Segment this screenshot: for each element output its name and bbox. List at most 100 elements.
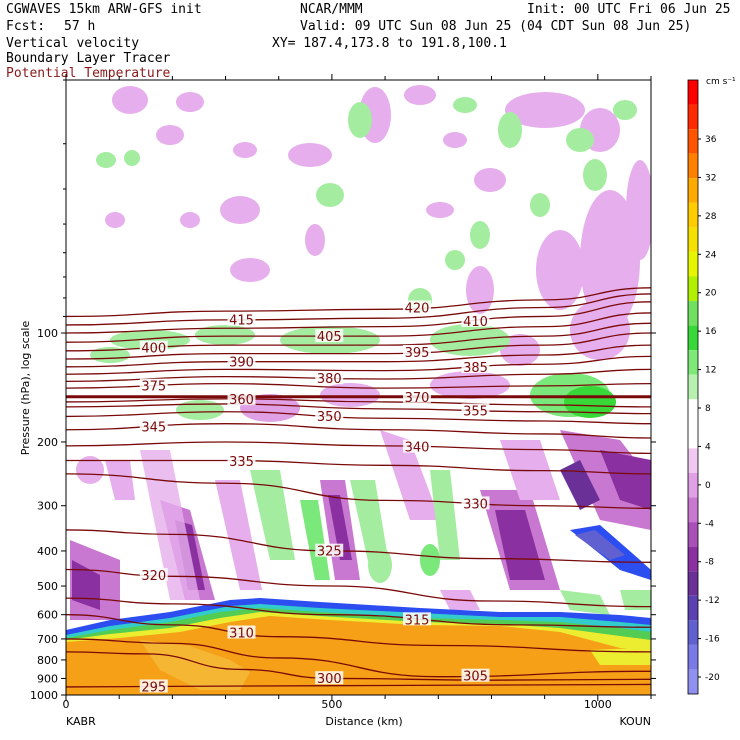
theta-contour-label: 340 — [405, 441, 430, 456]
theta-contour-label: 370 — [405, 391, 430, 406]
theta-contour-label: 400 — [141, 342, 166, 357]
colorbar-tick-label: 12 — [705, 366, 716, 376]
y-tick-label: 700 — [37, 633, 58, 646]
colorbar-swatch — [688, 644, 698, 670]
colorbar-unit: cm s⁻¹ — [706, 77, 736, 87]
theta-contour-330 — [66, 473, 651, 509]
theta-contour-label: 335 — [229, 455, 254, 470]
colorbar-swatch — [688, 374, 698, 400]
colorbar-swatch — [688, 104, 698, 130]
colorbar-tick-label: -20 — [705, 673, 720, 683]
colorbar-swatch — [688, 620, 698, 645]
y-tick-label: 500 — [37, 580, 58, 593]
colorbar-swatch — [688, 178, 698, 203]
colorbar-swatch — [688, 350, 698, 375]
colorbar-swatch — [688, 276, 698, 302]
theta-contour-label: 310 — [229, 627, 254, 642]
y-tick-label: 100 — [37, 327, 58, 340]
theta-contour-label: 300 — [317, 672, 342, 687]
theta-contour-label: 330 — [463, 497, 488, 512]
theta-contour-420 — [66, 287, 651, 318]
theta-contour-label: 305 — [463, 670, 488, 685]
org-label: NCAR/MMM — [300, 2, 363, 17]
colorbar-tick-label: 4 — [705, 442, 711, 452]
theta-contours — [66, 287, 651, 688]
theta-contour-360 — [66, 398, 651, 408]
theta-contour-395 — [66, 332, 651, 360]
theta-contour-label: 350 — [317, 410, 342, 425]
y-tick-label: 800 — [37, 654, 58, 667]
colorbar-tick-label: -8 — [705, 558, 714, 568]
theta-contour-label: 420 — [405, 301, 430, 316]
contour-label-bg — [403, 300, 431, 314]
field-potential-temperature: Potential Temperature — [6, 66, 171, 81]
colorbar-tick-label: 0 — [705, 481, 711, 491]
y-tick-label: 600 — [37, 609, 58, 622]
theta-contour-390 — [66, 344, 651, 368]
contour-label-bg — [139, 679, 168, 693]
colorbar-swatch — [688, 153, 698, 179]
x-axis-label: Distance (km) — [325, 715, 402, 728]
theta-contour-labels: 295 300 305 310 315 320 325 330 335 340 345 350 355 3… — [139, 300, 490, 695]
contour-label-bg — [403, 612, 431, 626]
colorbar-swatch — [688, 80, 698, 105]
y-axis: 100 200 300 400 500 600 700 800 900 1000 — [30, 79, 656, 702]
contour-label-bg — [227, 453, 256, 467]
forecast-label: Fcst: — [6, 19, 46, 34]
theta-contour-340 — [66, 441, 651, 455]
contour-label-bg — [461, 313, 490, 327]
theta-contour-385 — [66, 355, 651, 375]
theta-contour-label: 390 — [229, 356, 254, 371]
forecast-hour: 57 h — [64, 19, 96, 34]
theta-contour-label: 380 — [317, 372, 342, 387]
colorbar-tick-label: 32 — [705, 173, 716, 183]
theta-contour-label: 405 — [317, 330, 342, 345]
colorbar-swatch — [688, 522, 698, 547]
contour-label-bg — [315, 671, 344, 685]
colorbar-tick-label: 36 — [705, 135, 717, 145]
y-axis-label: Pressure (hPa), log scale — [19, 321, 32, 456]
theta-contour-355 — [66, 403, 651, 415]
contour-label-bg — [461, 496, 490, 510]
theta-contour-label: 385 — [463, 361, 488, 376]
y-tick-label: 200 — [37, 436, 58, 449]
colorbar-swatch — [688, 301, 698, 326]
contour-label-bg — [139, 378, 168, 392]
contour-label-bg — [315, 408, 344, 422]
theta-contour-335 — [66, 459, 651, 475]
contour-label-bg — [227, 354, 256, 368]
contour-label-bg — [315, 329, 344, 343]
vertical-velocity-field — [70, 85, 651, 620]
x-tick-label: 500 — [321, 698, 342, 711]
valid-time: Valid: 09 UTC Sun 08 Jun 25 (04 CDT Sun … — [300, 19, 692, 34]
colorbar-swatch — [688, 571, 698, 596]
colorbar-tick-label: 8 — [705, 404, 711, 414]
contour-label-bg — [315, 371, 344, 385]
colorbar-swatch — [688, 423, 698, 449]
colorbar-tick-label: -12 — [705, 596, 720, 606]
theta-contour-label: 375 — [141, 380, 166, 395]
theta-contour-label: 415 — [229, 314, 254, 329]
theta-contour-350 — [66, 411, 651, 425]
theta-contour-305 — [66, 638, 651, 678]
colorbar-swatch — [688, 251, 698, 277]
contour-label-bg — [461, 360, 490, 374]
start-station-label: KABR — [66, 715, 96, 728]
theta-contour-label: 320 — [141, 569, 166, 584]
theta-contour-310 — [66, 614, 651, 653]
colorbar-tick-label: 20 — [705, 289, 717, 299]
colorbar-swatch — [688, 325, 698, 351]
init-time: Init: 00 UTC Fri 06 Jun 25 — [527, 2, 731, 17]
theta-contour-405 — [66, 312, 651, 343]
theta-contour-label: 325 — [317, 545, 342, 560]
contour-label-bg — [227, 625, 256, 639]
contour-label-bg — [403, 389, 431, 403]
field-vertical-velocity: Vertical velocity — [6, 36, 140, 51]
theta-contour-label: 345 — [141, 420, 166, 435]
colorbar-swatch — [688, 595, 698, 621]
theta-contour-label: 295 — [141, 680, 166, 695]
colorbar-swatch — [688, 202, 698, 228]
contour-label-bg — [227, 392, 256, 406]
contour-label-bg — [403, 344, 431, 358]
